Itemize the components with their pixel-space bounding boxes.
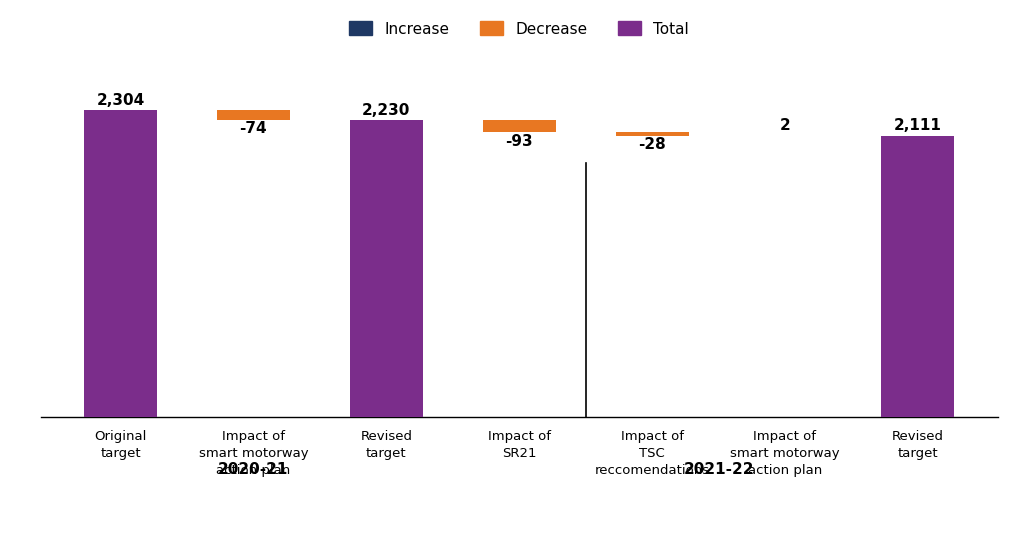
Legend: Increase, Decrease, Total: Increase, Decrease, Total	[343, 15, 695, 43]
Text: -28: -28	[638, 137, 666, 152]
Text: -93: -93	[505, 134, 533, 148]
Text: 2,230: 2,230	[362, 103, 410, 117]
Text: 2: 2	[780, 119, 790, 134]
Text: 2,304: 2,304	[97, 93, 145, 108]
Text: 2020-21: 2020-21	[218, 462, 288, 477]
Bar	[882, 136, 955, 417]
Bar	[616, 132, 688, 136]
Text: 2,111: 2,111	[894, 119, 942, 134]
Text: -74: -74	[239, 121, 267, 136]
Bar	[83, 110, 157, 417]
Bar	[217, 110, 290, 120]
Bar	[483, 120, 556, 132]
Text: 2021-22: 2021-22	[683, 462, 753, 477]
Bar	[350, 120, 422, 417]
